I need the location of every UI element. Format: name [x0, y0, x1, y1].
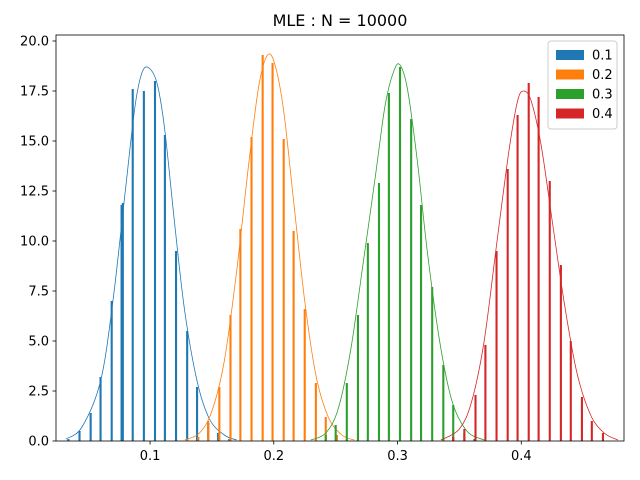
bar [271, 63, 274, 441]
bar [229, 315, 232, 441]
y-tick-label: 17.5 [20, 85, 49, 100]
bar [314, 383, 317, 441]
legend-swatch [556, 89, 584, 99]
bar [495, 251, 498, 441]
legend-swatch [556, 108, 584, 119]
bar [186, 439, 189, 441]
bar [67, 439, 70, 441]
bar [324, 417, 327, 441]
legend-swatch [556, 50, 584, 60]
chart-title: MLE : N = 10000 [273, 11, 408, 30]
bar [474, 395, 477, 441]
bar [120, 205, 123, 441]
legend-label: 0.3 [592, 88, 613, 103]
bar [174, 251, 178, 441]
bar [516, 115, 519, 441]
y-tick-label: 0.0 [28, 435, 49, 450]
legend-label: 0.4 [592, 107, 613, 122]
bar [197, 437, 200, 441]
legend: 0.1 0.2 0.3 0.4 [547, 40, 618, 130]
bar [537, 97, 540, 441]
legend-label: 0.1 [592, 49, 613, 64]
bar [239, 229, 242, 441]
bar [196, 387, 199, 441]
bar [334, 425, 337, 441]
axes: 0.1 0.2 0.3 0.4 0.0 2.5 5.0 7.5 10.0 12.5 15.0 17.5… [20, 34, 625, 464]
series-0.1 [65, 66, 237, 441]
series-0.4 [440, 83, 618, 441]
bar [452, 437, 455, 441]
plot-area [65, 53, 618, 441]
bar [452, 405, 455, 441]
y-tick-label: 2.5 [28, 385, 49, 400]
bar [410, 119, 413, 441]
legend-box [547, 40, 618, 130]
bar [356, 315, 359, 441]
bar [580, 397, 583, 441]
bar [250, 137, 253, 441]
bar [559, 265, 562, 441]
axes-frame [55, 34, 625, 442]
bar [420, 205, 423, 441]
y-tick-label: 10.0 [20, 235, 49, 250]
x-tick-label: 0.3 [387, 449, 408, 464]
legend-swatch [556, 69, 584, 80]
bar [398, 67, 402, 441]
series-0.2 [184, 53, 355, 441]
bar [527, 83, 530, 441]
bar [217, 433, 220, 441]
y-tick-label: 12.5 [20, 185, 49, 200]
y-tick-label: 5.0 [28, 335, 49, 350]
bar [548, 181, 551, 441]
bar [218, 387, 221, 441]
bar [345, 383, 348, 441]
density-curve [184, 53, 355, 441]
bar [387, 93, 390, 441]
bar [261, 55, 264, 441]
bar [473, 439, 476, 441]
x-tick-label: 0.4 [511, 449, 532, 464]
bar [377, 183, 381, 441]
bar [324, 435, 327, 441]
bar [282, 139, 285, 441]
bar [153, 81, 157, 441]
bar [142, 91, 145, 441]
density-curve [65, 66, 237, 441]
bar [207, 421, 210, 441]
bar [463, 429, 466, 441]
bar [110, 301, 113, 441]
y-tick-label: 7.5 [28, 285, 49, 300]
x-tick-label: 0.1 [140, 449, 161, 464]
bar [484, 345, 487, 441]
bar [601, 433, 605, 441]
x-tick-label: 0.2 [263, 449, 284, 464]
bar [506, 169, 509, 441]
bar [228, 439, 231, 441]
density-curve [310, 63, 485, 441]
bar [442, 365, 445, 441]
bar [569, 341, 572, 441]
bar [89, 413, 92, 441]
bar [431, 287, 434, 441]
bar [292, 231, 295, 441]
bar [131, 89, 134, 441]
bar [335, 435, 338, 441]
bar [590, 421, 593, 441]
bar [99, 377, 102, 441]
bar [366, 243, 369, 441]
series-0.3 [310, 63, 485, 441]
density-curve [440, 90, 618, 441]
y-tick-label: 20.0 [20, 35, 49, 50]
bar [163, 135, 166, 441]
bar [78, 431, 81, 441]
bar [303, 309, 306, 441]
bar [121, 203, 124, 441]
bar [186, 331, 189, 441]
y-tick-label: 15.0 [20, 135, 49, 150]
legend-label: 0.2 [592, 68, 613, 83]
